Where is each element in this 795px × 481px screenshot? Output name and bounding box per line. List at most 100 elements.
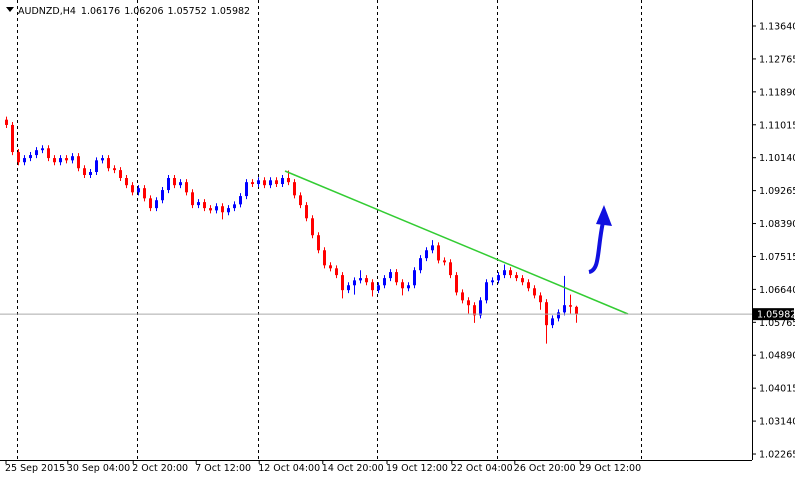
- x-tick-label: 29 Oct 12:00: [579, 463, 641, 474]
- candle-body: [569, 305, 572, 307]
- candle-body: [491, 280, 494, 283]
- candle-body: [83, 168, 86, 176]
- candle-body: [539, 295, 542, 303]
- y-tick-label: 1.04015: [759, 384, 795, 395]
- candle-body: [353, 280, 356, 286]
- candle-body: [575, 306, 578, 315]
- candle-body: [335, 268, 338, 276]
- candle-body: [377, 285, 380, 291]
- candle-body: [47, 148, 50, 159]
- y-tick-label: 1.07515: [759, 252, 795, 263]
- candle-body: [257, 180, 260, 185]
- candle-body: [503, 270, 506, 276]
- candle-body: [227, 208, 230, 213]
- candle-body: [89, 171, 92, 176]
- candle-body: [317, 235, 320, 251]
- candle-body: [155, 200, 158, 209]
- candle-body: [173, 178, 176, 186]
- candle-body: [191, 192, 194, 206]
- candle-body: [17, 152, 20, 163]
- x-tick-label: 26 Oct 20:00: [514, 463, 576, 474]
- candle-body: [215, 206, 218, 211]
- candle-body: [179, 182, 182, 186]
- candle-body: [467, 300, 470, 306]
- candle-body: [143, 188, 146, 199]
- candle-body: [437, 245, 440, 261]
- y-tick-label: 1.09265: [759, 186, 795, 197]
- candle-body: [101, 158, 104, 161]
- candle-body: [311, 218, 314, 236]
- y-tick-label: 1.10140: [759, 153, 795, 164]
- period-separators: [17, 0, 642, 460]
- candle-body: [461, 292, 464, 301]
- header-close: 1.05982: [211, 6, 250, 17]
- candle-body: [95, 160, 98, 172]
- candle-body: [329, 265, 332, 269]
- candle-body: [383, 278, 386, 286]
- arrow: [588, 205, 612, 274]
- candle-body: [347, 285, 350, 291]
- candle-body: [275, 180, 278, 185]
- candle-body: [251, 182, 254, 185]
- arrow-head: [596, 205, 612, 226]
- candle-body: [563, 305, 566, 313]
- x-tick-label: 25 Sep 2015: [5, 463, 65, 474]
- candle-body: [341, 275, 344, 291]
- candle-body: [443, 260, 446, 263]
- candle-body: [527, 282, 530, 289]
- candle-body: [5, 119, 8, 125]
- candle-body: [41, 148, 44, 151]
- x-tick-label: 7 Oct 12:00: [195, 463, 251, 474]
- candle-body: [551, 318, 554, 326]
- menu-triangle[interactable]: [6, 7, 14, 12]
- candle-body: [269, 180, 272, 186]
- candle-body: [233, 204, 236, 209]
- candle-body: [29, 155, 32, 159]
- candle-body: [149, 198, 152, 209]
- y-tick-label: 1.08390: [759, 219, 795, 230]
- y-tick-label: 1.06640: [759, 285, 795, 296]
- x-tick-label: 30 Sep 04:00: [67, 463, 130, 474]
- candle-body: [77, 156, 80, 169]
- candle-body: [23, 158, 26, 163]
- candle-body: [419, 258, 422, 271]
- candle-body: [35, 150, 38, 156]
- candle-body: [125, 178, 128, 186]
- header-high: 1.06206: [124, 6, 163, 17]
- y-tick-label: 1.03140: [759, 417, 795, 428]
- candle-body: [131, 185, 134, 193]
- price-label-box: [753, 308, 794, 321]
- candle-body: [293, 182, 296, 196]
- arrow-shaft: [588, 221, 605, 274]
- candle-body: [299, 195, 302, 206]
- y-tick-label: 1.04890: [759, 351, 795, 362]
- candle-body: [533, 288, 536, 296]
- candle-body: [359, 278, 362, 281]
- header-low: 1.05752: [168, 6, 207, 17]
- candle-body: [473, 305, 476, 316]
- symbol: AUDNZD,H4: [18, 6, 76, 17]
- candle-body: [119, 170, 122, 179]
- candle-body: [209, 208, 212, 211]
- header-open: 1.06176: [81, 6, 120, 17]
- candle-body: [323, 250, 326, 266]
- candle-body: [221, 206, 224, 213]
- candle-body: [479, 300, 482, 316]
- candle-body: [485, 282, 488, 301]
- candle-body: [11, 124, 14, 153]
- candle-body: [497, 275, 500, 281]
- y-tick-label: 1.11890: [759, 87, 795, 98]
- candle-body: [137, 188, 140, 193]
- candle-body: [521, 278, 524, 283]
- candle-body: [59, 158, 62, 163]
- candle-body: [287, 178, 290, 183]
- candle-body: [107, 158, 110, 169]
- candle-body: [245, 182, 248, 197]
- candles: [5, 116, 578, 344]
- candle-body: [71, 156, 74, 161]
- candle-body: [113, 168, 116, 171]
- price-label: 1.05982: [757, 310, 795, 321]
- candle-body: [281, 178, 284, 185]
